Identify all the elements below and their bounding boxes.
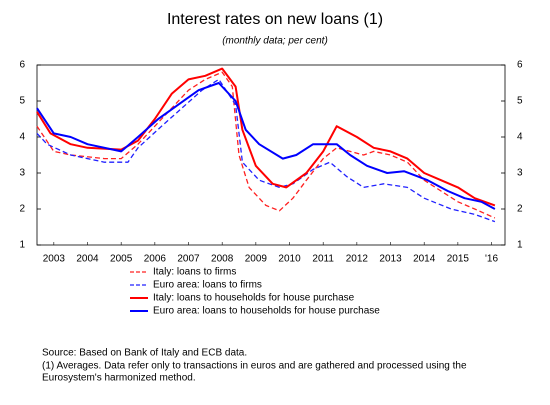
y2-tick-label: 3: [517, 168, 523, 179]
line-series: [36, 78, 496, 223]
x-tick-label: 2003: [43, 254, 66, 265]
chart-subtitle: (monthly data; per cent): [222, 36, 328, 47]
y2-tick-label: 1: [517, 240, 523, 251]
x-tick-label: '16: [485, 254, 498, 265]
y2-tick-label: 5: [517, 96, 523, 107]
y2-tick-label: 6: [517, 60, 523, 71]
x-tick-label: 2006: [144, 254, 167, 265]
plot-frame: [36, 64, 506, 246]
y-tick-label: 4: [19, 132, 25, 143]
source: Source: Based on Bank of Italy and ECB d…: [42, 348, 247, 359]
y-tick-label: 6: [19, 60, 25, 71]
note: Eurosystem's harmonized method.: [42, 373, 196, 384]
x-tick-label: 2007: [177, 254, 200, 265]
x-tick-label: 2012: [346, 254, 369, 265]
x-tick-label: 2015: [447, 254, 470, 265]
x-tick-label: 2010: [278, 254, 301, 265]
y2-tick-label: 4: [517, 132, 523, 143]
x-tick-label: 2008: [211, 254, 234, 265]
x-tick-label: 2004: [76, 254, 99, 265]
legend-label: Euro area: loans to firms: [153, 280, 262, 291]
x-tick-label: 2005: [110, 254, 133, 265]
x-tick-label: 2014: [413, 254, 436, 265]
line-series: [36, 71, 496, 219]
legend-label: Italy: loans to firms: [153, 267, 236, 278]
x-tick-label: 2013: [379, 254, 402, 265]
note: (1) Averages. Data refer only to transac…: [42, 361, 467, 372]
line-series: [36, 82, 496, 210]
y2-tick-label: 2: [517, 204, 523, 215]
legend-label: Euro area: loans to households for house…: [153, 306, 380, 317]
x-tick-label: 2009: [245, 254, 268, 265]
legend-label: Italy: loans to households for house pur…: [153, 293, 355, 304]
y-tick-label: 2: [19, 204, 25, 215]
x-tick-label: 2011: [312, 254, 334, 265]
chart-title: Interest rates on new loans (1): [167, 11, 383, 28]
y-tick-label: 1: [19, 240, 25, 251]
y-tick-label: 3: [19, 168, 25, 179]
y-tick-label: 5: [19, 96, 25, 107]
